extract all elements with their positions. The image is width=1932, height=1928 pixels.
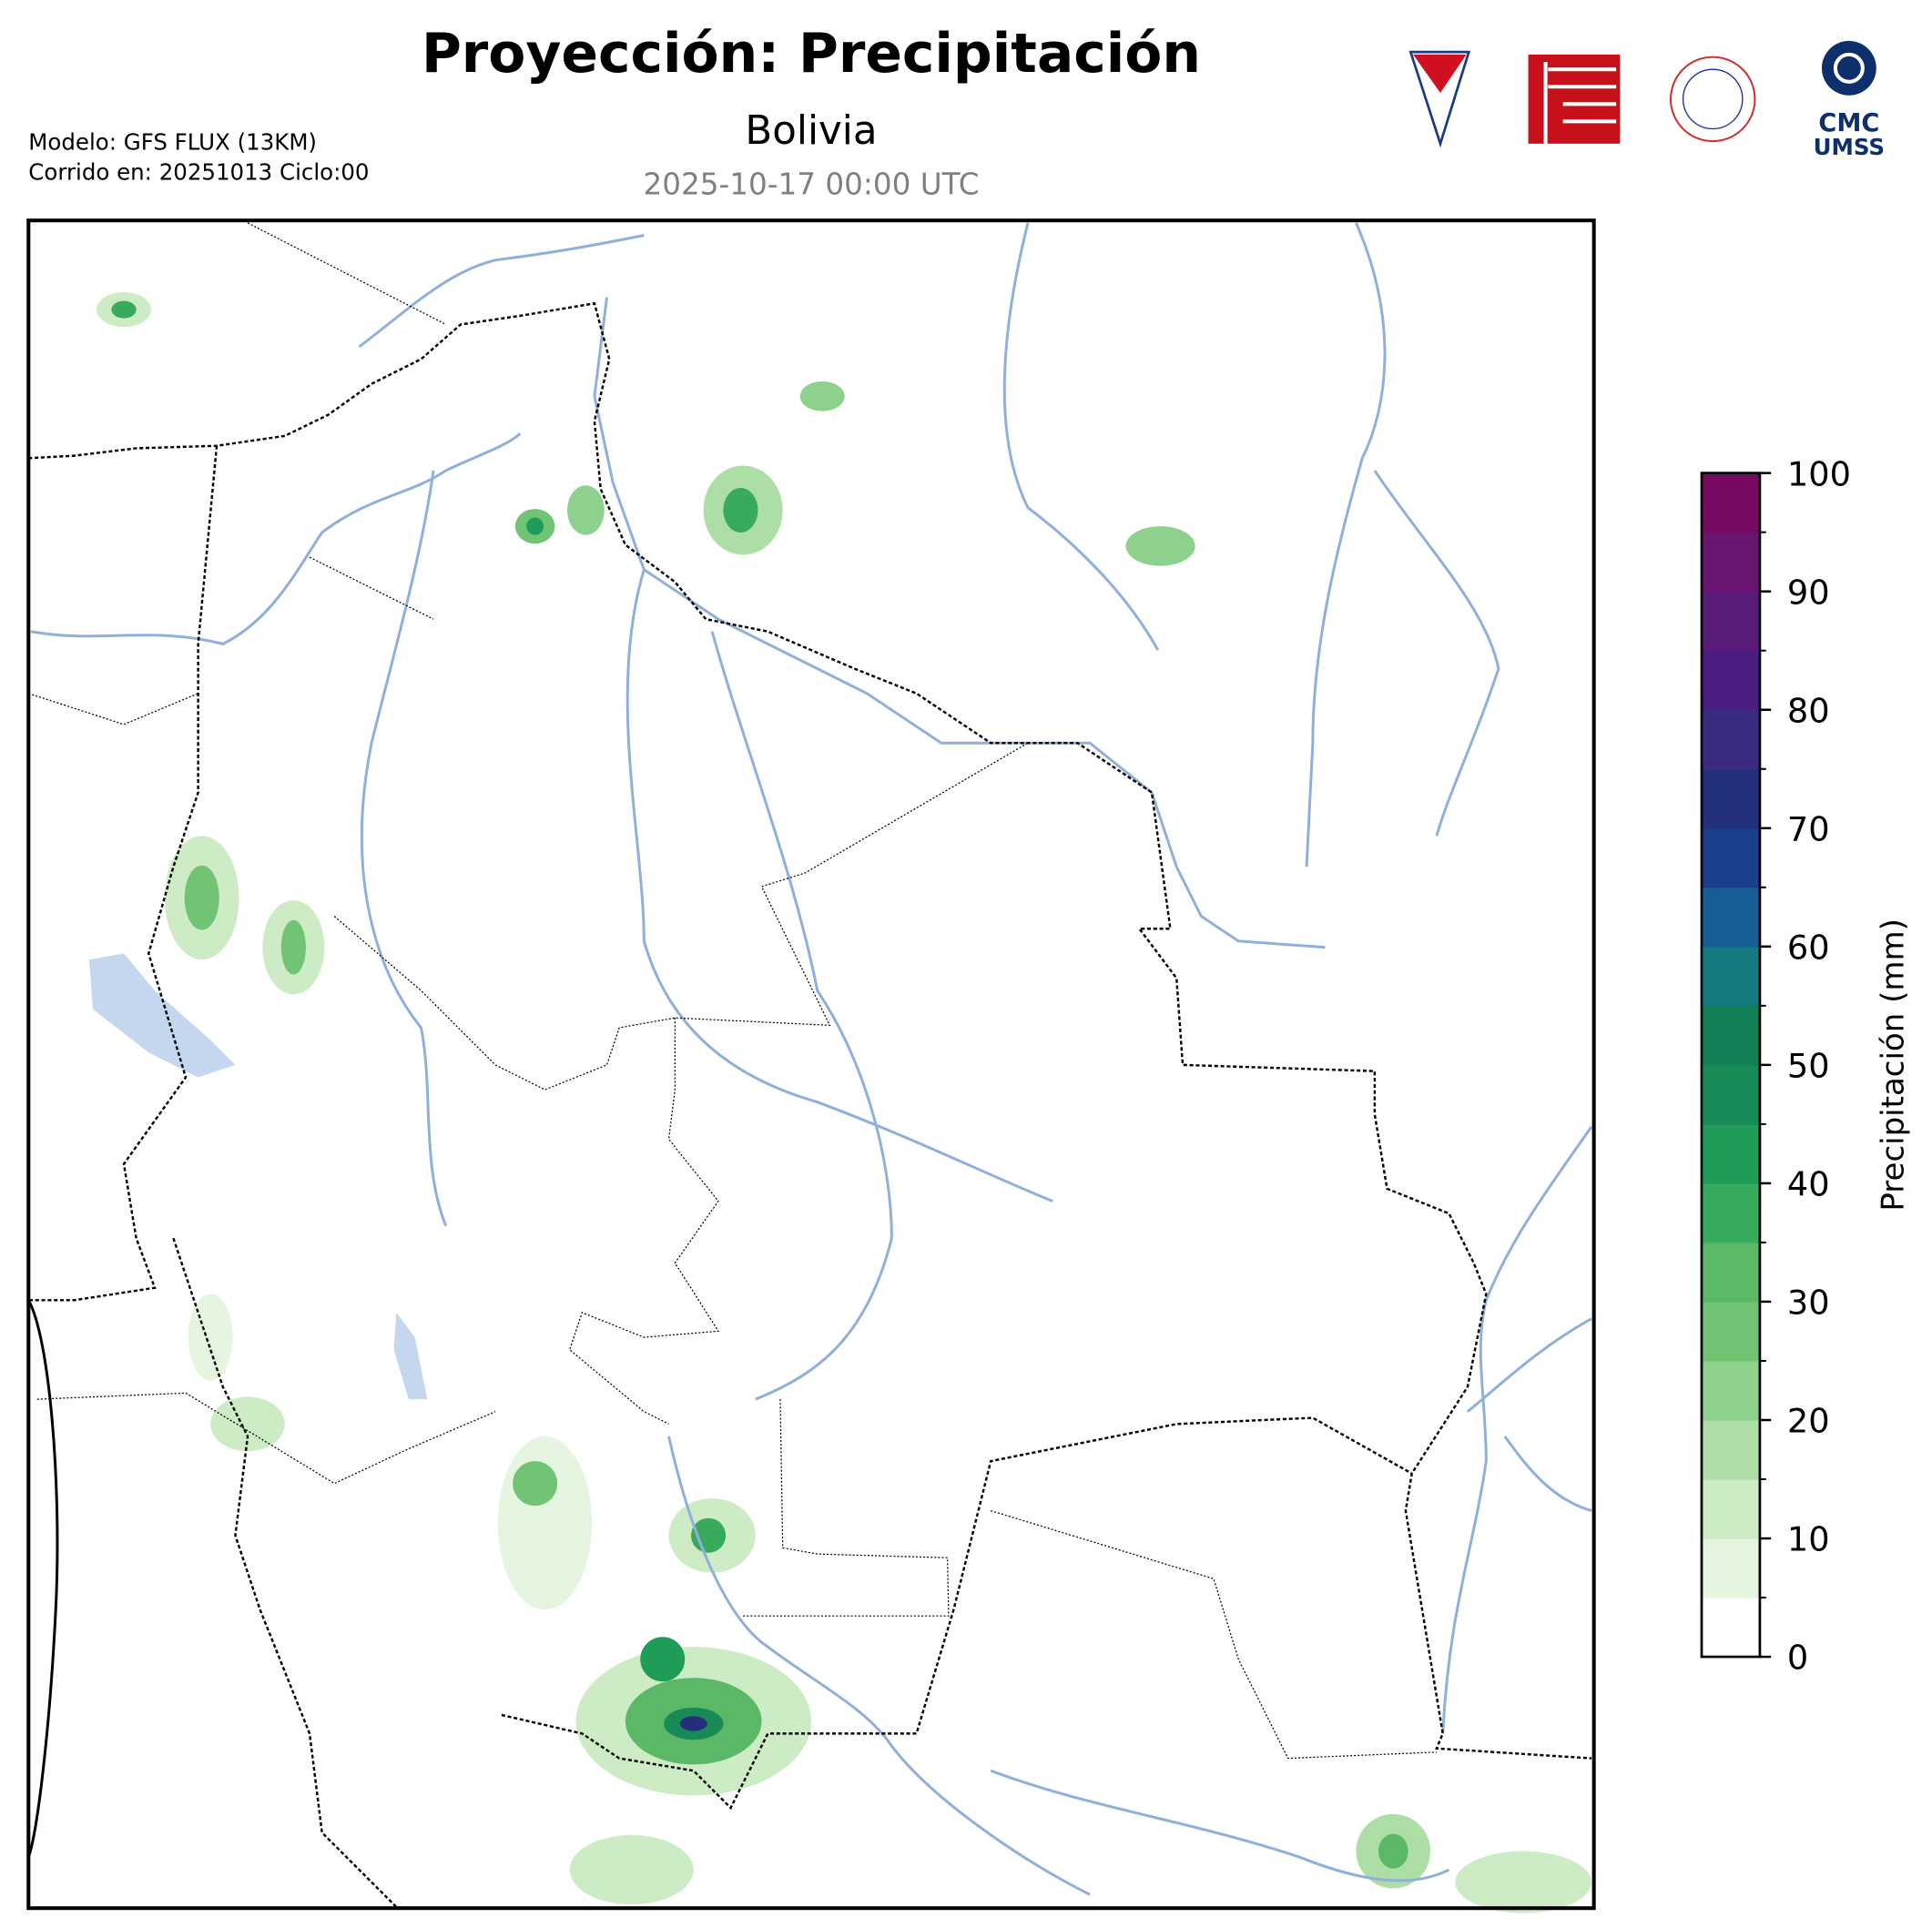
colorbar-swatch — [1701, 946, 1760, 1007]
colorbar-swatch — [1701, 827, 1760, 888]
map — [26, 218, 1596, 1913]
logo-text: CMC — [1818, 109, 1879, 137]
colorbar-swatch — [1701, 1598, 1760, 1658]
tick-label: 10 — [1787, 1520, 1830, 1559]
colorbar-swatch — [1701, 1419, 1760, 1480]
colorbar-swatch — [1701, 1064, 1760, 1125]
logos: CMC UMSS — [1408, 40, 1885, 160]
colorbar-swatch — [1701, 1538, 1760, 1598]
subtitle: Bolivia — [745, 108, 877, 154]
tick-label: 20 — [1787, 1402, 1830, 1441]
colorbar-label: Precipitación (mm) — [1876, 918, 1912, 1211]
colorbar-swatch — [1701, 768, 1760, 829]
rivers — [30, 222, 1593, 1896]
colorbar-swatch — [1701, 887, 1760, 948]
logo-text: UMSS — [1814, 134, 1885, 160]
borders — [28, 222, 1592, 1908]
colorbar-swatch — [1701, 1005, 1760, 1066]
colorbar-swatch — [1701, 1360, 1760, 1421]
colorbar: 0 10 20 30 40 50 60 70 80 90 100 — [1700, 454, 1851, 1678]
tick-label: 70 — [1787, 809, 1830, 848]
tick-label: 50 — [1787, 1046, 1830, 1085]
tick-label: 90 — [1787, 573, 1830, 612]
colorbar-swatch — [1701, 1479, 1760, 1539]
colorbar-swatch — [1701, 472, 1760, 533]
colorbar-swatch — [1701, 1123, 1760, 1184]
tick-label: 80 — [1787, 691, 1830, 730]
colorbar-swatch — [1701, 1182, 1760, 1243]
tick-label: 60 — [1787, 928, 1830, 967]
run-info: Corrido en: 20251013 Ciclo:00 — [28, 158, 369, 185]
tick-label: 40 — [1787, 1165, 1830, 1204]
colorbar-swatch — [1701, 532, 1760, 593]
title: Proyección: Precipitación — [422, 22, 1201, 86]
tick-label: 30 — [1787, 1284, 1830, 1323]
model-info: Modelo: GFS FLUX (13KM) — [28, 129, 317, 156]
colorbar-swatch — [1701, 1242, 1760, 1303]
precip-areas — [97, 292, 1591, 1913]
colorbar-swatch — [1701, 709, 1760, 770]
colorbar-swatch — [1701, 1301, 1760, 1362]
tick-label: 100 — [1787, 454, 1851, 493]
colorbar-swatch — [1701, 591, 1760, 652]
tick-label: 0 — [1787, 1639, 1808, 1678]
valid-time: 2025-10-17 00:00 UTC — [643, 167, 979, 202]
colorbar-swatch — [1701, 650, 1760, 711]
